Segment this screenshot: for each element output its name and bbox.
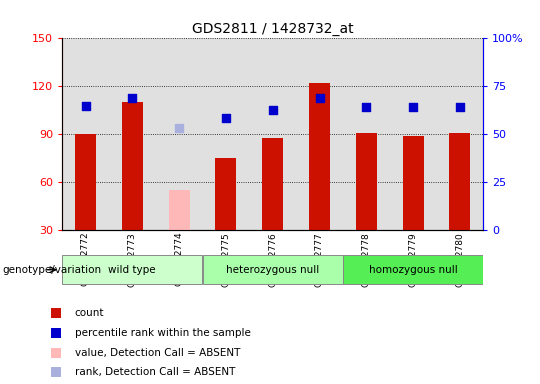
- Point: [268, 107, 277, 114]
- Point: [456, 104, 464, 110]
- Bar: [449, 133, 470, 230]
- Text: percentile rank within the sample: percentile rank within the sample: [75, 328, 251, 338]
- Point: [51, 349, 60, 356]
- Text: heterozygous null: heterozygous null: [226, 265, 319, 275]
- Text: count: count: [75, 308, 104, 318]
- Bar: [168, 190, 190, 230]
- Bar: [215, 158, 237, 230]
- Bar: [403, 136, 423, 230]
- Point: [51, 329, 60, 336]
- Point: [221, 115, 230, 121]
- Point: [315, 94, 324, 101]
- Point: [51, 369, 60, 376]
- Bar: [262, 137, 283, 230]
- Bar: [309, 83, 330, 230]
- Point: [362, 104, 370, 110]
- Bar: [343, 255, 483, 285]
- Bar: [122, 103, 143, 230]
- Text: genotype/variation: genotype/variation: [3, 265, 102, 275]
- Point: [409, 104, 417, 110]
- Text: value, Detection Call = ABSENT: value, Detection Call = ABSENT: [75, 348, 240, 358]
- Bar: [202, 255, 343, 285]
- Point: [175, 125, 184, 131]
- Bar: [62, 255, 202, 285]
- Title: GDS2811 / 1428732_at: GDS2811 / 1428732_at: [192, 22, 354, 36]
- Point: [81, 103, 90, 109]
- Text: rank, Detection Call = ABSENT: rank, Detection Call = ABSENT: [75, 367, 235, 377]
- Bar: [356, 133, 377, 230]
- Point: [51, 310, 60, 316]
- Bar: [75, 134, 96, 230]
- Text: wild type: wild type: [109, 265, 156, 275]
- Point: [128, 94, 137, 101]
- Text: homozygous null: homozygous null: [369, 265, 457, 275]
